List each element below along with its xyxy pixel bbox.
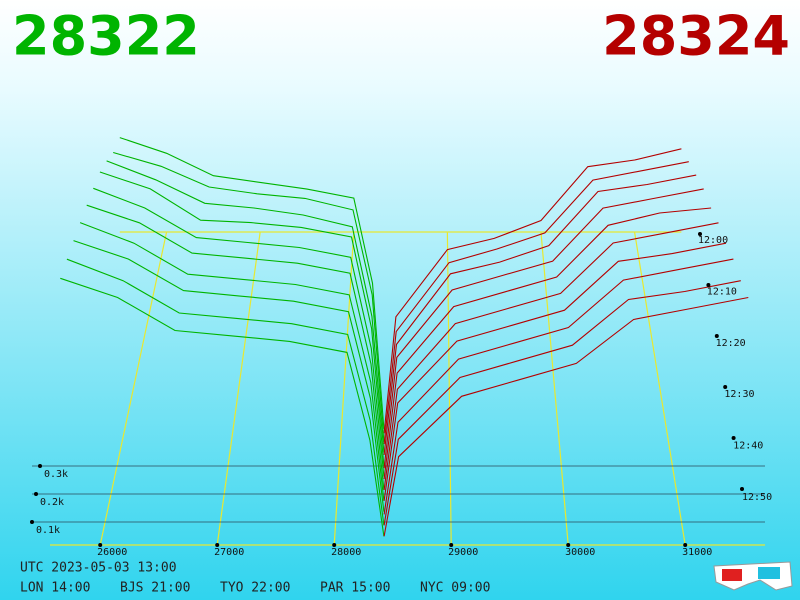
price-tick [98,543,103,547]
bid-curve [119,137,385,429]
price-grid-line [216,231,261,546]
x-tick-label: 31000 [682,547,712,558]
ask-curve [383,188,704,469]
price-grid-line [540,231,569,546]
ask-curve [383,222,719,491]
ask-curve [383,242,727,501]
ask-curve [383,174,697,455]
time-tick [723,385,728,389]
ask-curve [383,207,712,480]
x-tick-label: 30000 [565,547,595,558]
price-tick [449,543,454,547]
bid-curve [106,160,385,453]
bid-curve [79,222,385,501]
bid-curve [73,240,385,512]
ask-curve [383,161,689,445]
city-clock: BJS 21:00 [120,581,190,596]
price-tick [566,543,571,547]
time-tick [731,436,736,440]
time-tick-label: 12:10 [707,286,737,297]
time-tick [706,283,711,287]
bid-curve [99,171,385,466]
price-grid-line [333,231,355,546]
x-tick-label: 27000 [214,547,244,558]
volume-tick [34,492,38,496]
city-clock: PAR 15:00 [320,581,390,596]
time-tick [698,232,702,236]
bid-curve [66,258,385,526]
volume-tick [30,520,34,524]
price-grid-line [633,231,686,546]
best-ask: 28324 [602,5,790,68]
city-clock: TYO 22:00 [220,581,290,596]
time-tick-label: 12:00 [698,235,728,246]
utc-time: UTC 2023-05-03 13:00 [20,561,177,576]
volume-tick-label: 0.3k [44,469,68,480]
x-tick-label: 28000 [331,547,361,558]
time-tick-label: 12:20 [716,338,746,349]
bid-curve [113,151,385,442]
time-tick-label: 12:40 [733,441,763,452]
volume-tick-label: 0.2k [40,497,64,508]
volume-tick [38,464,42,468]
x-tick-label: 26000 [97,547,127,558]
x-tick-label: 29000 [448,547,478,558]
price-tick [683,543,688,547]
price-tick [332,543,337,547]
bid-curve [60,277,385,537]
ask-curve [383,280,741,526]
time-tick-label: 12:50 [742,492,772,503]
price-tick [215,543,220,547]
volume-tick-label: 0.1k [36,525,60,536]
time-tick-label: 12:30 [724,389,754,400]
ask-curve [383,296,749,537]
city-clock: NYC 09:00 [420,581,490,596]
time-tick [740,487,744,491]
ask-curve [383,258,734,515]
price-grid-line [99,231,168,546]
bid-curve [86,204,385,491]
glasses-icon [713,561,793,591]
bid-curve [93,187,385,477]
city-clock: LON 14:00 [20,581,90,596]
ask-curve [383,148,682,434]
best-bid: 28322 [12,5,200,68]
time-tick [714,334,719,338]
